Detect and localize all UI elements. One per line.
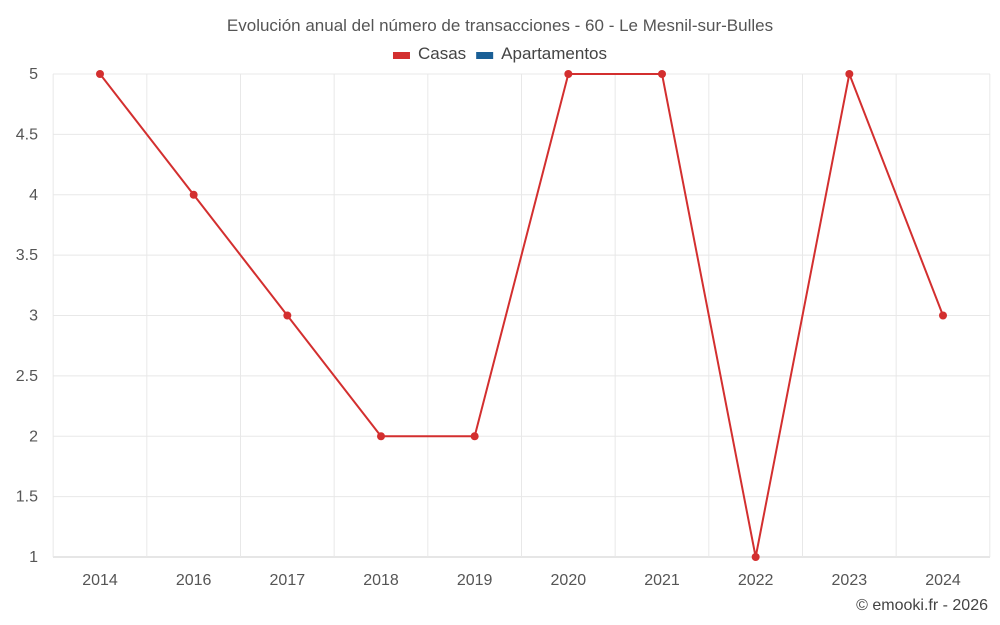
credit-text: © emooki.fr - 2026 xyxy=(856,597,988,614)
data-point-2024[interactable] xyxy=(939,311,947,320)
data-point-2018[interactable] xyxy=(377,432,385,441)
y-axis: 1 1.5 2 2.5 3 3.5 4 4.5 5 xyxy=(16,66,38,566)
chart-title: Evolución anual del número de transaccio… xyxy=(227,16,773,35)
series-line-casas xyxy=(99,73,944,558)
x-tick-label: 2024 xyxy=(925,572,961,589)
data-point-2022[interactable] xyxy=(751,553,760,561)
legend[interactable]: Casas Apartamentos xyxy=(392,44,607,63)
y-tick-label: 2.5 xyxy=(16,368,38,385)
y-tick-label: 3 xyxy=(29,308,38,325)
series-group xyxy=(96,70,947,561)
x-tick-label: 2018 xyxy=(363,572,399,589)
x-axis: 2014 2016 2017 2018 2019 2020 2021 2022 2023 2024 xyxy=(82,572,961,589)
x-tick-label: 2017 xyxy=(270,572,306,589)
data-point-2014[interactable] xyxy=(96,70,104,78)
x-tick-label: 2021 xyxy=(644,572,680,589)
x-tick-label: 2023 xyxy=(832,572,868,589)
legend-label: Apartamentos xyxy=(501,44,607,63)
data-point-2021[interactable] xyxy=(658,70,666,78)
y-tick-label: 3.5 xyxy=(16,247,38,264)
data-point-2019[interactable] xyxy=(470,432,479,441)
x-tick-label: 2016 xyxy=(176,572,212,589)
data-point-2016[interactable] xyxy=(189,190,198,199)
data-point-2017[interactable] xyxy=(283,311,292,320)
y-tick-label: 5 xyxy=(29,66,38,83)
grid xyxy=(52,73,991,558)
legend-item-apartamentos[interactable]: Apartamentos xyxy=(476,44,607,63)
y-tick-label: 4 xyxy=(29,187,38,204)
y-tick-label: 1.5 xyxy=(16,489,38,506)
legend-label: Casas xyxy=(418,44,466,63)
x-tick-label: 2014 xyxy=(82,572,118,589)
y-tick-label: 4.5 xyxy=(16,126,38,143)
data-point-2023[interactable] xyxy=(845,70,854,78)
x-tick-label: 2020 xyxy=(551,572,587,589)
data-point-2020[interactable] xyxy=(564,70,573,78)
y-tick-label: 2 xyxy=(29,428,38,445)
y-tick-label: 1 xyxy=(29,549,38,566)
x-tick-label: 2022 xyxy=(738,572,774,589)
legend-item-casas[interactable]: Casas xyxy=(392,44,466,63)
legend-swatch xyxy=(476,52,494,59)
x-tick-label: 2019 xyxy=(457,572,493,589)
legend-swatch xyxy=(392,52,410,59)
